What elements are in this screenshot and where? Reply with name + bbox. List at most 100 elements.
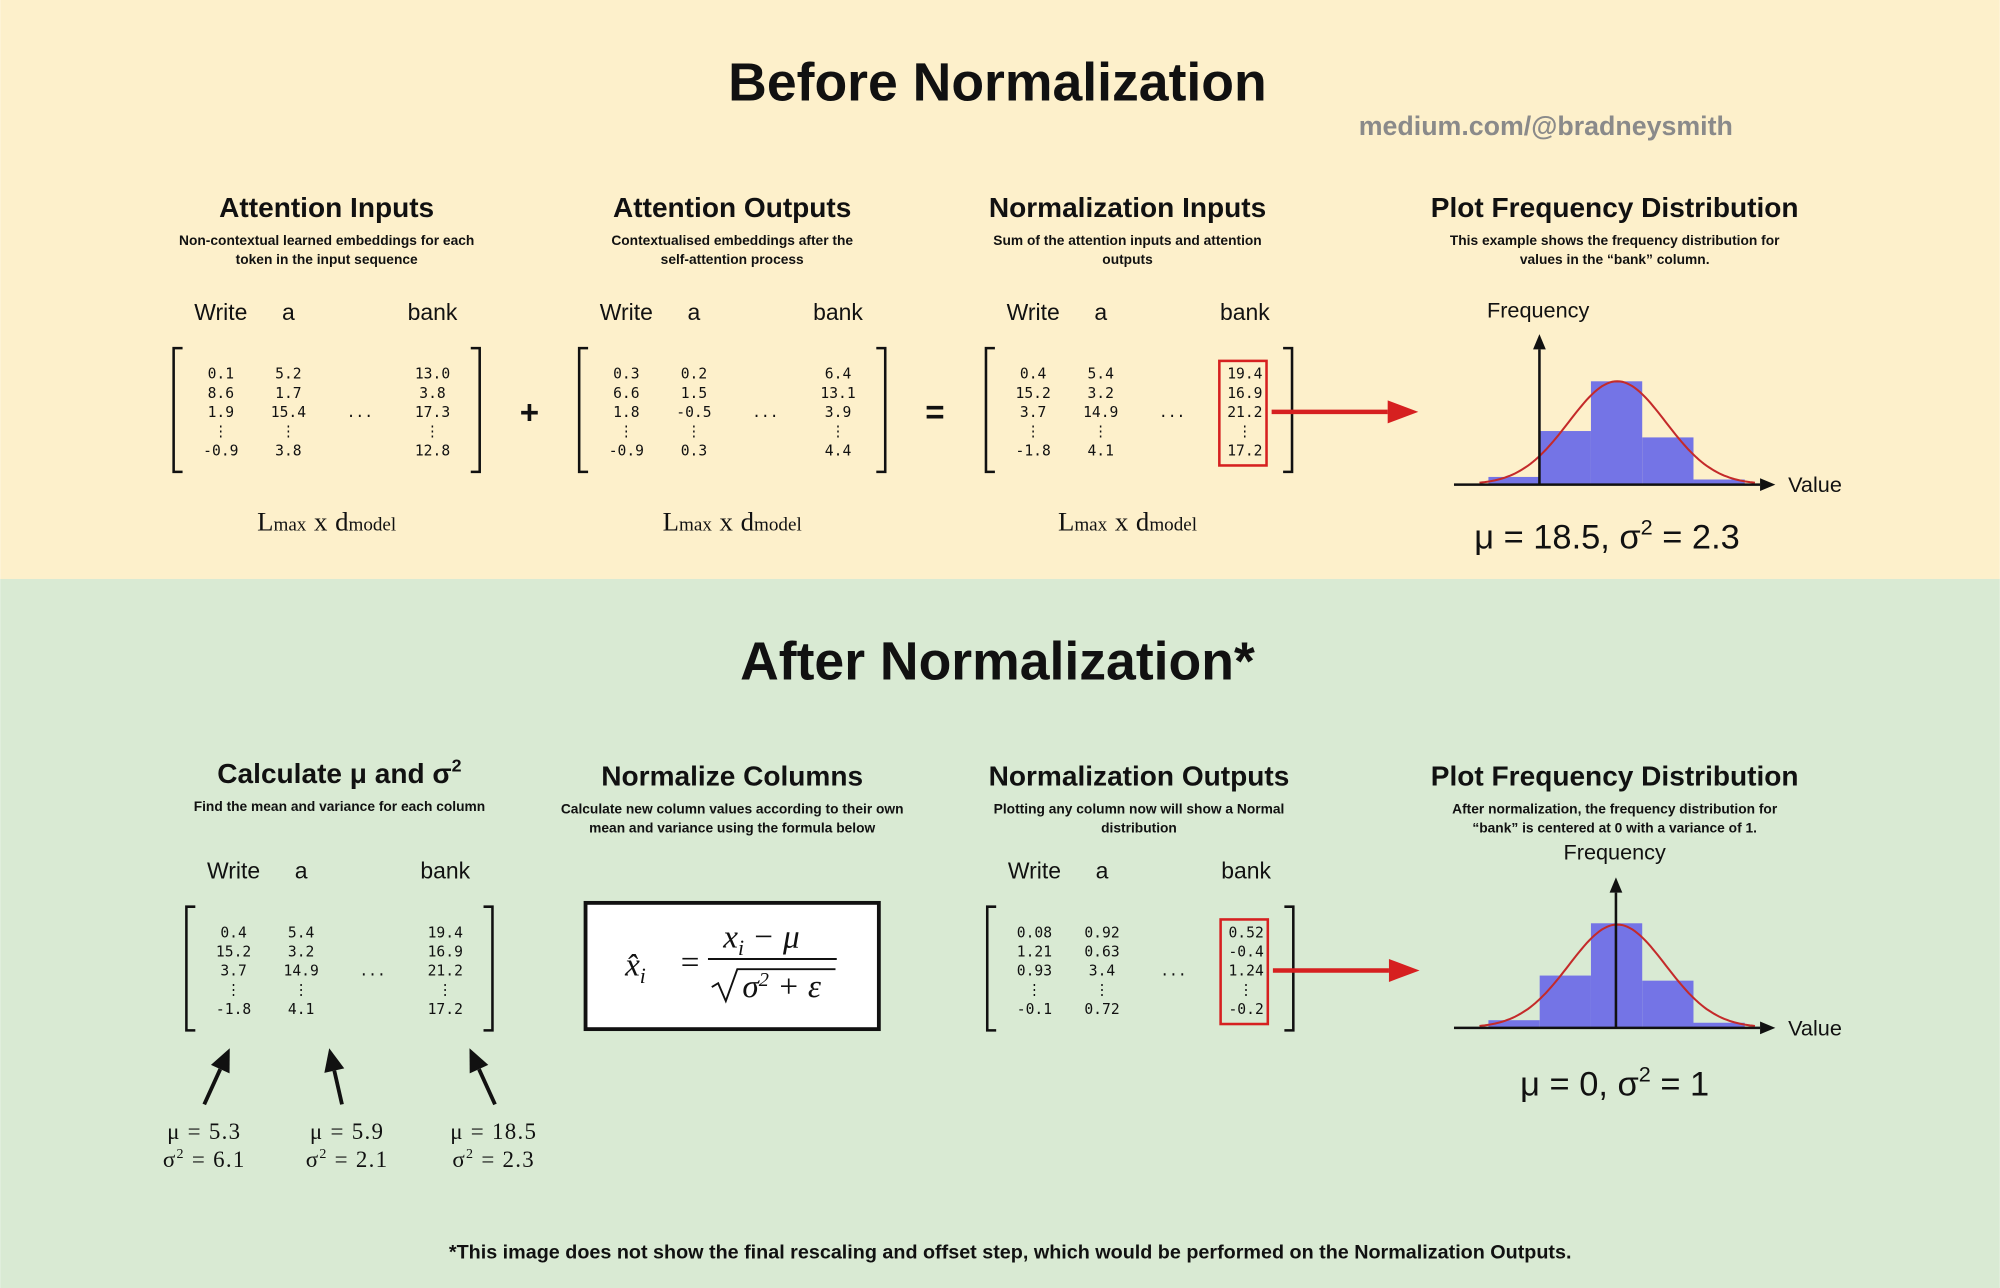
matrix-cell: -0.2 (1228, 1001, 1263, 1018)
arrow-head (210, 1048, 230, 1074)
formula-numerator: xi − μ (722, 919, 799, 961)
text-part: d (335, 507, 349, 537)
distribution-stats: μ = 18.5, σ2 = 2.3 (1474, 514, 1740, 556)
matrix-cell: 15.2 (216, 943, 251, 960)
horizontal-ellipsis: ... (359, 963, 385, 980)
panel-title: Attention Outputs (613, 192, 851, 223)
text-part: max (273, 515, 306, 536)
histogram-bar (1642, 980, 1694, 1028)
matrix-cell: 13.1 (820, 385, 855, 402)
matrix-cell: 19.4 (1227, 366, 1262, 383)
matrix-cell: -1.8 (216, 1001, 251, 1018)
matrix-cell: 3.7 (220, 963, 246, 980)
column-mean: μ = 5.3 (167, 1119, 241, 1144)
matrix-cell: 0.3 (613, 366, 639, 383)
matrix-cell: 1.5 (681, 385, 707, 402)
matrix-cell: 1.7 (275, 385, 301, 402)
x-axis-label: Value (1788, 472, 1842, 497)
matrix-cell: 0.3 (681, 442, 707, 459)
matrix-cell: ⋮ (281, 423, 296, 440)
text-part: σ (306, 1147, 320, 1172)
matrix-cell: 16.9 (428, 943, 463, 960)
matrix-cell: 4.1 (1088, 442, 1114, 459)
panel-subtitle: After normalization, the frequency distr… (1452, 802, 1778, 817)
panel-subtitle: Contextualised embeddings after the (611, 233, 853, 248)
matrix-cell: -0.9 (203, 442, 238, 459)
horizontal-ellipsis: ... (1160, 963, 1186, 980)
matrix-cell: 4.1 (288, 1001, 314, 1018)
histogram-bar (1488, 476, 1540, 485)
matrix-cell: 5.2 (275, 366, 301, 383)
column-header: Write (600, 299, 653, 325)
text-part: model (348, 515, 396, 536)
column-variance: σ2 = 2.1 (306, 1147, 389, 1172)
arrow-line (477, 1068, 497, 1106)
arrow-head (1609, 877, 1623, 893)
arrow-line (332, 1070, 344, 1105)
matrix-cell: 1.8 (613, 404, 639, 421)
matrix-cell: 0.52 (1228, 924, 1263, 941)
column-header: bank (420, 858, 470, 884)
footnote: *This image does not show the final resc… (449, 1242, 1572, 1264)
text-part: 2 (1641, 514, 1653, 539)
matrix-cell: 5.4 (288, 924, 315, 941)
formula-denominator: σ2 + ε (742, 968, 821, 1005)
operator: + (520, 394, 539, 431)
column-variance: σ2 = 2.3 (452, 1147, 535, 1172)
matrix-cell: ⋮ (831, 423, 846, 440)
matrix-cell: 0.92 (1084, 924, 1119, 941)
text-part: σ (163, 1147, 177, 1172)
histogram-bar (1590, 381, 1643, 485)
matrix-cell: ⋮ (294, 982, 309, 999)
column-header: a (688, 299, 701, 325)
text-part: σ (742, 968, 760, 1005)
panel-subtitle: self-attention process (661, 252, 804, 267)
panel-subtitle: Calculate new column values according to… (561, 802, 904, 817)
panel-subtitle: Sum of the attention inputs and attentio… (993, 233, 1261, 248)
panel-subtitle: Plotting any column now will show a Norm… (994, 802, 1285, 817)
matrix-dimensions: Lmax x dmodel (1058, 507, 1197, 537)
text-part: x (314, 507, 328, 537)
distribution-curve (1479, 380, 1756, 484)
matrix-cell: ⋮ (213, 423, 228, 440)
column-header: bank (813, 299, 863, 325)
matrix-cell: ⋮ (1026, 423, 1041, 440)
panel-subtitle: distribution (1101, 821, 1177, 836)
sqrt-sign (711, 968, 836, 1004)
text-part: 2 (452, 756, 462, 776)
panel-subtitle: Find the mean and variance for each colu… (194, 799, 485, 814)
panel-title: Normalization Outputs (989, 761, 1290, 792)
matrix-cell: 15.4 (271, 404, 306, 421)
matrix-cell: 3.7 (1020, 404, 1046, 421)
matrix-bracket (985, 905, 997, 1032)
text-part: model (754, 515, 802, 536)
arrow-head (324, 1048, 345, 1073)
text-part: + ε (769, 968, 822, 1005)
matrix-cell: ⋮ (1093, 423, 1108, 440)
matrix-cell: 0.08 (1017, 924, 1052, 941)
matrix-cell: -0.5 (676, 404, 711, 421)
panel-subtitle: This example shows the frequency distrib… (1450, 233, 1780, 248)
column-mean: μ = 18.5 (450, 1119, 537, 1144)
matrix-cell: 14.9 (1083, 404, 1118, 421)
histogram-bar (1693, 479, 1745, 485)
text-part: = 2.3 (474, 1147, 535, 1172)
text-part: i (640, 964, 646, 988)
histogram-bar (1539, 975, 1591, 1028)
matrix-cell: ⋮ (425, 423, 440, 440)
formula-lhs: x̂i (624, 947, 646, 989)
matrix-cell: 0.4 (220, 924, 247, 941)
matrix-cell: 16.9 (1227, 385, 1262, 402)
y-axis-label: Frequency (1487, 298, 1589, 323)
text-part: L (1058, 507, 1074, 537)
histogram-bar (1488, 1020, 1540, 1028)
text-part: max (679, 515, 712, 536)
matrix-cell: 19.4 (428, 924, 463, 941)
bottom-background (0, 578, 2000, 1288)
column-header: bank (408, 299, 458, 325)
text-part: = 6.1 (185, 1147, 246, 1172)
horizontal-ellipsis: ... (1159, 404, 1185, 421)
matrix-cell: ⋮ (1027, 982, 1042, 999)
matrix-cell: ⋮ (687, 423, 702, 440)
